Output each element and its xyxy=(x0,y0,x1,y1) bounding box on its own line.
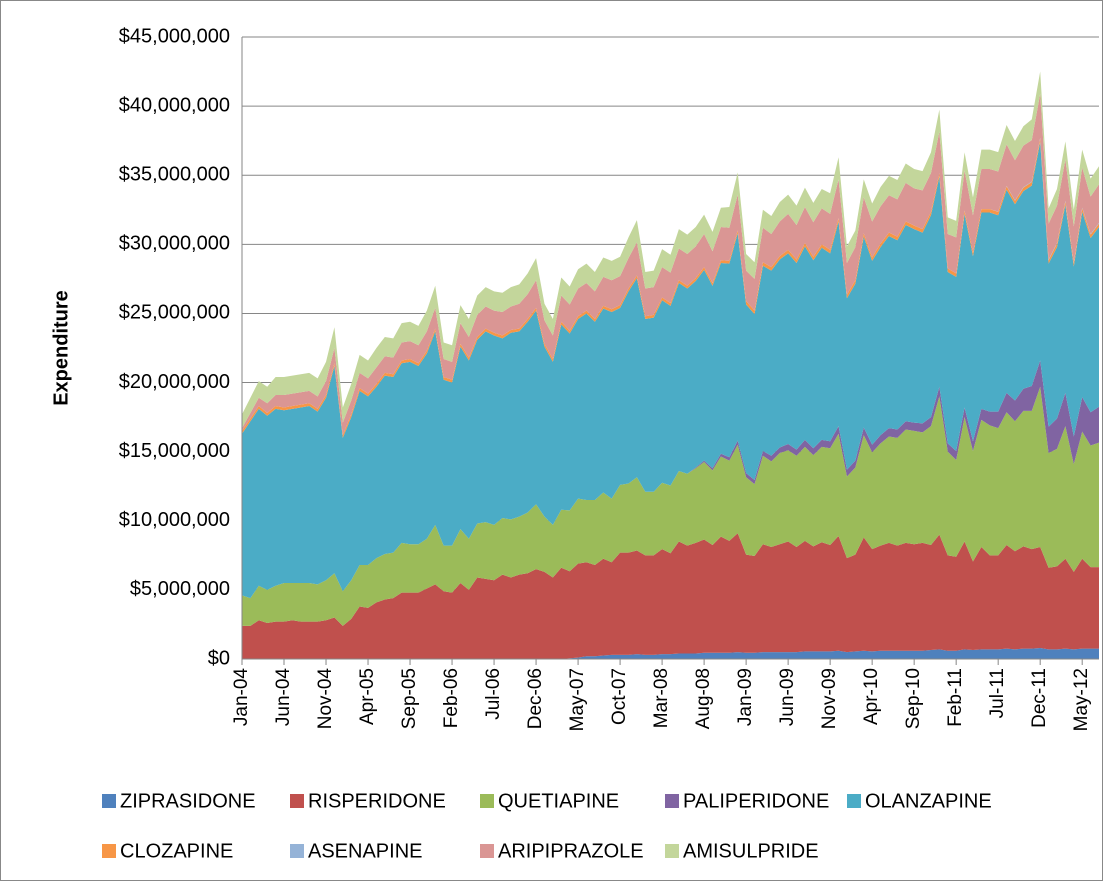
legend-label: AMISULPRIDE xyxy=(683,840,819,862)
legend-swatch xyxy=(665,794,679,808)
legend-swatch xyxy=(847,794,861,808)
x-tick-label: Feb-06 xyxy=(441,668,462,728)
legend-label: QUETIAPINE xyxy=(498,790,619,812)
legend-swatch xyxy=(102,844,116,858)
legend-label: ZIPRASIDONE xyxy=(120,790,256,812)
legend-swatch xyxy=(290,844,304,858)
legend-label: CLOZAPINE xyxy=(120,840,233,862)
x-tick-label: Sep-05 xyxy=(399,668,420,729)
x-tick-label: Dec-11 xyxy=(1029,668,1050,728)
y-tick-label: $35,000,000 xyxy=(119,164,230,186)
x-tick-label: Aug-08 xyxy=(693,668,714,729)
legend-label: ARIPIPRAZOLE xyxy=(498,840,644,862)
area xyxy=(242,142,1099,599)
x-tick-label: Apr-10 xyxy=(861,668,882,725)
legend-swatch xyxy=(665,844,679,858)
area xyxy=(242,138,1099,438)
y-tick-label: $5,000,000 xyxy=(130,578,230,600)
y-tick-label: $45,000,000 xyxy=(119,25,230,47)
area xyxy=(242,647,1099,659)
y-axis-label: Expenditure xyxy=(50,290,72,406)
y-tick-label: $10,000,000 xyxy=(119,509,230,531)
legend-swatch xyxy=(480,794,494,808)
x-tick-label: Feb-11 xyxy=(945,668,966,727)
x-tick-label: May-07 xyxy=(567,668,588,731)
x-tick-label: Nov-09 xyxy=(819,668,840,729)
y-tick-label: $30,000,000 xyxy=(119,233,230,255)
x-tick-label: Jan-04 xyxy=(231,668,252,727)
legend-label: ASENAPINE xyxy=(308,840,422,862)
y-tick-label: $0 xyxy=(208,647,230,669)
x-tick-label: Jul-06 xyxy=(483,668,504,720)
area xyxy=(242,93,1099,436)
x-tick-label: May-12 xyxy=(1071,668,1092,731)
y-tick-label: $20,000,000 xyxy=(119,371,230,393)
legend-label: RISPERIDONE xyxy=(308,790,446,812)
x-tick-label: Nov-04 xyxy=(315,668,336,730)
x-tick-label: Sep-10 xyxy=(903,668,924,729)
x-tick-label: Dec-06 xyxy=(525,668,546,729)
area xyxy=(242,71,1099,429)
x-tick-label: Jun-09 xyxy=(777,668,798,726)
x-tick-label: Mar-08 xyxy=(651,668,672,728)
x-tick-label: Oct-07 xyxy=(609,668,630,725)
legend-swatch xyxy=(480,844,494,858)
legend-label: OLANZAPINE xyxy=(865,790,992,812)
x-tick-label: Jul-11 xyxy=(987,668,1008,718)
x-tick-label: Jun-04 xyxy=(273,668,294,727)
y-tick-label: $40,000,000 xyxy=(119,94,230,116)
y-tick-label: $15,000,000 xyxy=(119,440,230,462)
y-tick-label: $25,000,000 xyxy=(119,302,230,324)
area xyxy=(242,533,1099,659)
x-tick-label: Jan-09 xyxy=(735,668,756,726)
legend-swatch xyxy=(290,794,304,808)
area xyxy=(242,386,1099,626)
x-tick-label: Apr-05 xyxy=(357,668,378,725)
legend-label: PALIPERIDONE xyxy=(683,790,829,812)
legend-swatch xyxy=(102,794,116,808)
